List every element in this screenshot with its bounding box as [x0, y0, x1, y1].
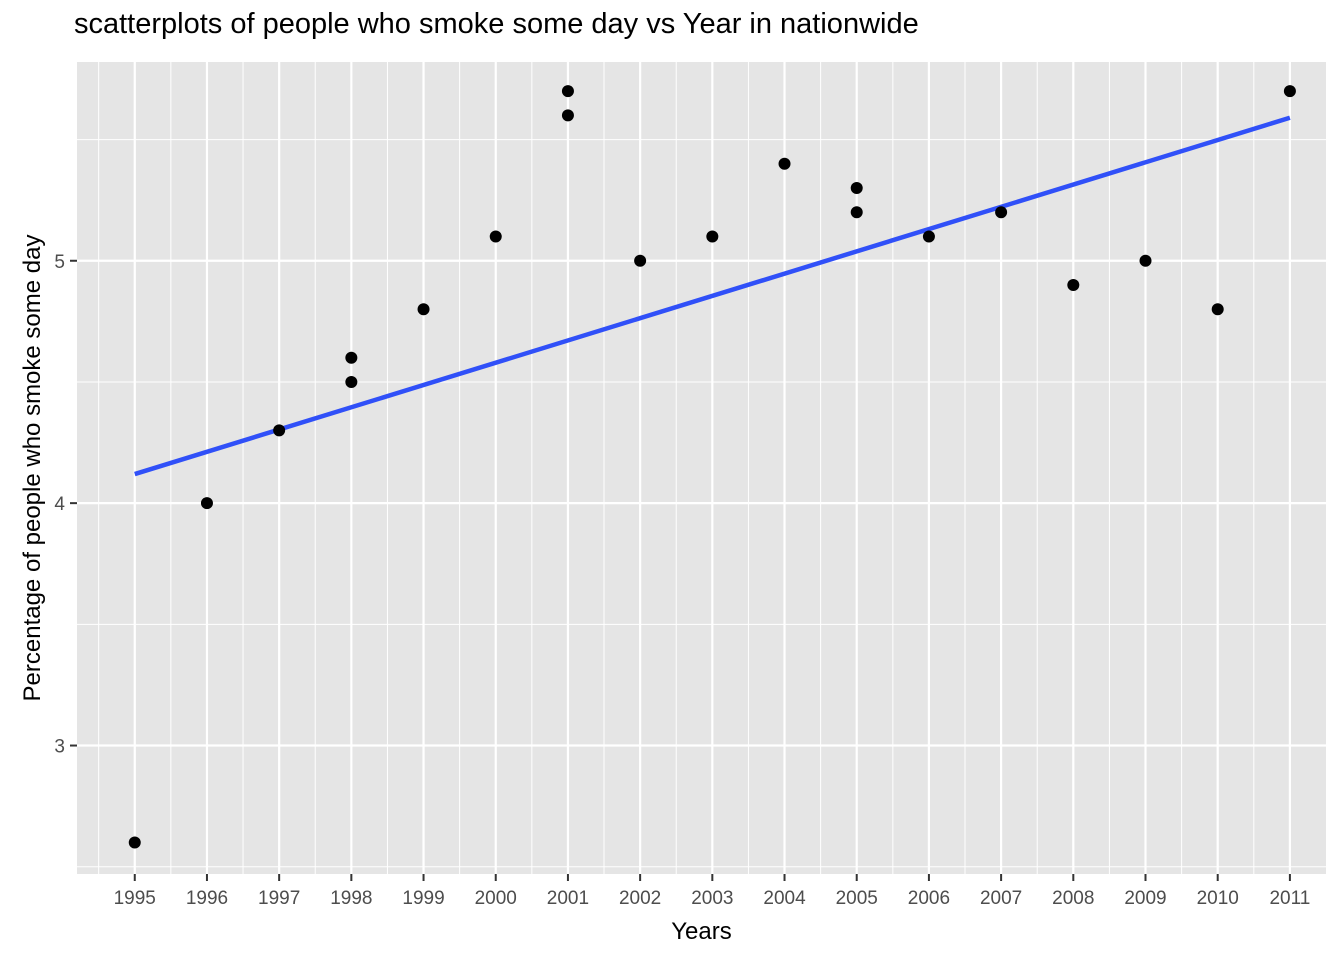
- y-tick-label: 5: [54, 252, 65, 273]
- x-tick-label: 2011: [1269, 888, 1310, 909]
- x-tick-label: 2003: [691, 888, 733, 909]
- data-point: [273, 424, 286, 437]
- data-point: [634, 254, 647, 267]
- x-tick-label: 2006: [908, 888, 950, 909]
- grid-minor: [77, 62, 1326, 874]
- chart-title: scatterplots of people who smoke some da…: [74, 8, 919, 40]
- x-tick-label: 1996: [186, 888, 228, 909]
- data-point: [995, 206, 1008, 219]
- trend-line: [134, 115, 1291, 477]
- x-tick-label: 2007: [980, 888, 1022, 909]
- x-axis-title: Years: [671, 918, 732, 945]
- data-point: [561, 85, 574, 98]
- x-tick-label: 2001: [547, 888, 589, 909]
- x-axis: 1995 1996 1997 1998 1999 2000 2001 2002 2003 2004…: [114, 874, 1310, 909]
- y-axis: 3 4 5: [54, 252, 77, 758]
- data-point: [1283, 85, 1296, 98]
- x-tick-label: 1995: [114, 888, 156, 909]
- x-tick-label: 2000: [475, 888, 517, 909]
- x-tick-label: 2004: [763, 888, 806, 909]
- x-tick-label: 2002: [619, 888, 661, 909]
- data-point: [1211, 303, 1224, 316]
- x-tick-label: 2010: [1197, 888, 1239, 909]
- data-point: [1067, 278, 1080, 291]
- data-point: [128, 836, 141, 849]
- x-tick-label: 1998: [330, 888, 372, 909]
- data-point: [922, 230, 935, 243]
- points-layer: [128, 85, 1296, 849]
- data-point: [706, 230, 719, 243]
- x-tick-label: 2009: [1124, 888, 1166, 909]
- x-tick-label: 2005: [836, 888, 878, 909]
- x-tick-label: 1997: [258, 888, 300, 909]
- grid-major: [77, 62, 1326, 874]
- y-tick-label: 4: [54, 494, 65, 515]
- data-point: [561, 109, 574, 122]
- y-tick-label: 3: [54, 737, 65, 758]
- data-point: [489, 230, 502, 243]
- x-tick-label: 1999: [402, 888, 444, 909]
- x-tick-label: 2008: [1052, 888, 1094, 909]
- data-point: [200, 497, 213, 510]
- trend-layer: [134, 115, 1291, 477]
- data-point: [778, 157, 791, 170]
- y-axis-title: Percentage of people who smoke some day: [19, 235, 46, 702]
- data-point: [345, 351, 358, 364]
- data-point: [417, 303, 430, 316]
- data-point: [1139, 254, 1152, 267]
- plot-panel: [77, 62, 1326, 874]
- data-point: [850, 206, 863, 219]
- data-point: [850, 182, 863, 195]
- data-point: [345, 375, 358, 388]
